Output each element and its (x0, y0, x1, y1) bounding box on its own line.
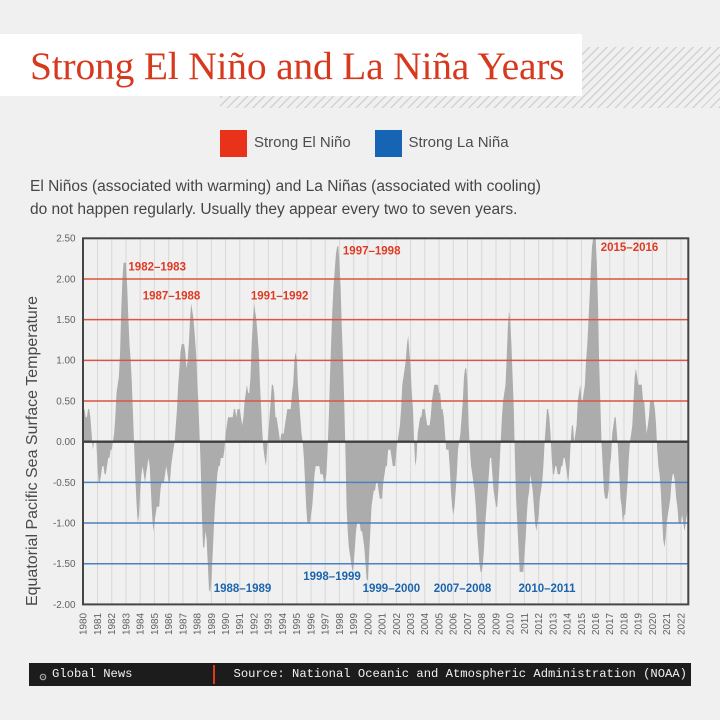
svg-text:1991: 1991 (235, 612, 246, 634)
svg-text:2018: 2018 (619, 612, 630, 634)
svg-text:2015–2016: 2015–2016 (601, 242, 659, 254)
svg-text:1998: 1998 (335, 612, 346, 634)
svg-text:1995: 1995 (292, 612, 303, 634)
svg-text:1984: 1984 (136, 612, 147, 634)
svg-text:2010–2011: 2010–2011 (519, 583, 577, 595)
svg-text:1987–1988: 1987–1988 (143, 290, 201, 302)
svg-text:1999: 1999 (349, 612, 360, 634)
svg-text:1991–1992: 1991–1992 (251, 290, 309, 302)
svg-text:2006: 2006 (449, 612, 460, 634)
svg-text:2004: 2004 (420, 612, 431, 634)
svg-text:2007–2008: 2007–2008 (434, 583, 492, 595)
svg-text:1993: 1993 (264, 612, 275, 634)
svg-text:2014: 2014 (563, 612, 574, 634)
svg-text:1980: 1980 (79, 612, 90, 634)
svg-text:1992: 1992 (250, 613, 261, 635)
svg-text:1988: 1988 (193, 612, 204, 634)
svg-text:2019: 2019 (634, 612, 645, 634)
svg-text:2013: 2013 (548, 612, 559, 634)
svg-text:2010: 2010 (506, 612, 517, 634)
svg-text:2007: 2007 (463, 613, 474, 635)
svg-text:1999–2000: 1999–2000 (363, 583, 421, 595)
svg-text:2002: 2002 (392, 613, 403, 635)
svg-text:2011: 2011 (520, 612, 531, 634)
svg-text:2021: 2021 (662, 612, 673, 634)
svg-text:2009: 2009 (491, 612, 502, 634)
svg-text:-1.50: -1.50 (53, 559, 76, 570)
svg-text:1.50: 1.50 (56, 315, 76, 326)
svg-text:2015: 2015 (577, 612, 588, 634)
svg-text:1998–1999: 1998–1999 (303, 571, 361, 583)
svg-text:2016: 2016 (591, 612, 602, 634)
svg-text:2003: 2003 (406, 612, 417, 634)
svg-text:1982–1983: 1982–1983 (128, 262, 186, 274)
svg-text:-0.50: -0.50 (53, 478, 76, 489)
svg-text:1987: 1987 (178, 613, 189, 635)
svg-text:1981: 1981 (93, 612, 104, 634)
svg-text:2001: 2001 (378, 612, 389, 634)
svg-text:1994: 1994 (278, 612, 289, 634)
svg-text:Equatorial Pacific Sea Surface: Equatorial Pacific Sea Surface Temperatu… (24, 296, 41, 606)
svg-text:2017: 2017 (605, 613, 616, 635)
svg-text:-2.00: -2.00 (53, 600, 76, 611)
svg-text:1997–1998: 1997–1998 (343, 245, 401, 257)
svg-text:2000: 2000 (363, 612, 374, 634)
svg-text:1983: 1983 (121, 612, 132, 634)
svg-text:2020: 2020 (648, 612, 659, 634)
svg-text:1989: 1989 (207, 612, 218, 634)
svg-text:1997: 1997 (321, 613, 332, 635)
svg-text:0.00: 0.00 (56, 437, 76, 448)
svg-text:1982: 1982 (107, 613, 118, 635)
svg-text:2005: 2005 (434, 612, 445, 634)
svg-text:-1.00: -1.00 (53, 518, 76, 529)
svg-text:1988–1989: 1988–1989 (214, 583, 272, 595)
svg-text:1.00: 1.00 (56, 356, 76, 367)
svg-text:1990: 1990 (221, 612, 232, 634)
svg-text:2012: 2012 (534, 613, 545, 635)
svg-text:1996: 1996 (306, 612, 317, 634)
svg-text:0.50: 0.50 (56, 396, 76, 407)
svg-text:2008: 2008 (477, 612, 488, 634)
svg-text:2022: 2022 (676, 613, 687, 635)
svg-text:2.00: 2.00 (56, 274, 76, 285)
svg-text:2.50: 2.50 (56, 234, 76, 245)
svg-text:1985: 1985 (150, 612, 161, 634)
svg-text:1986: 1986 (164, 612, 175, 634)
